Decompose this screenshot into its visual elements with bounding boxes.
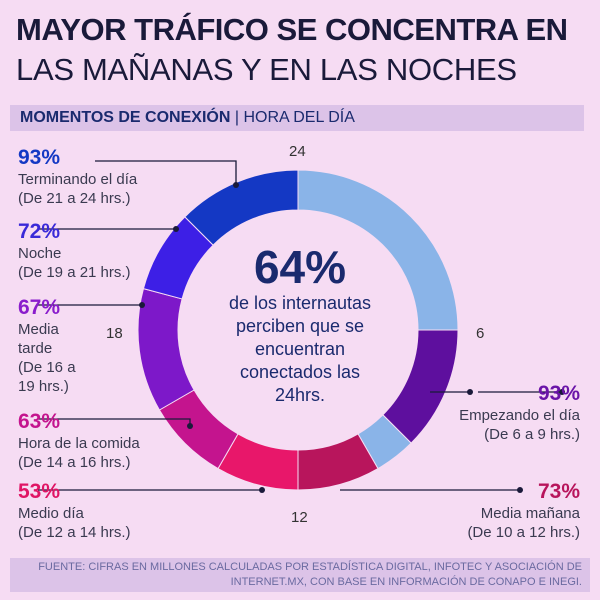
leader-16-19-dot	[139, 302, 145, 308]
label-12-14-desc: Medio día (De 12 a 14 hrs.)	[18, 505, 131, 541]
label-16-19-desc: Media tarde (De 16 a 19 hrs.)	[18, 321, 76, 395]
label-12-14: 53% Medio día (De 12 a 14 hrs.)	[18, 480, 131, 542]
hour-tick-18: 18	[106, 325, 123, 342]
leader-lines	[38, 160, 565, 493]
donut-segment-21-24	[184, 169, 299, 246]
label-21-24-pct: 93%	[18, 146, 61, 169]
leader-21-24	[95, 160, 237, 185]
section-heading-separator: |	[234, 109, 239, 126]
label-14-16: 63% Hora de la comida (De 14 a 16 hrs.)	[18, 410, 140, 472]
label-10-12-desc: Media mañana (De 10 a 12 hrs.)	[467, 505, 580, 541]
leader-14-16-dot	[187, 423, 193, 429]
leader-19-21-dot	[173, 226, 179, 232]
section-band: MOMENTOS DE CONEXIÓN | HORA DEL DÍA	[10, 105, 584, 131]
center-caption: de los internautas perciben que se encue…	[228, 293, 372, 405]
leader-10-12-dot	[517, 487, 523, 493]
source-band: FUENTE: CIFRAS EN MILLONES CALCULADAS PO…	[10, 558, 590, 592]
hour-tick-12: 12	[291, 509, 308, 526]
label-6-9: 93% Empezando el día (De 6 a 9 hrs.)	[459, 382, 580, 444]
section-heading: MOMENTOS DE CONEXIÓN | HORA DEL DÍA	[20, 109, 355, 127]
leader-6-9b-dot	[467, 389, 473, 395]
leader-12-14-dot	[259, 487, 265, 493]
label-10-12-pct: 73%	[537, 480, 580, 503]
label-21-24: 93% Terminando el día (De 21 a 24 hrs.)	[18, 146, 137, 208]
hour-tick-24: 24	[289, 143, 306, 160]
label-14-16-desc: Hora de la comida (De 14 a 16 hrs.)	[18, 435, 140, 471]
label-19-21: 72% Noche (De 19 a 21 hrs.)	[18, 220, 131, 282]
label-19-21-pct: 72%	[18, 220, 61, 243]
section-heading-light: HORA DEL DÍA	[243, 109, 355, 126]
label-6-9-desc: Empezando el día (De 6 a 9 hrs.)	[459, 407, 580, 443]
label-10-12: 73% Media mañana (De 10 a 12 hrs.)	[467, 480, 580, 542]
label-16-19: 67% Media tarde (De 16 a 19 hrs.)	[18, 296, 76, 396]
label-12-14-pct: 53%	[18, 480, 61, 503]
label-19-21-desc: Noche (De 19 a 21 hrs.)	[18, 245, 131, 281]
center-percentage: 64%	[253, 241, 347, 293]
title-line-2: LAS MAÑANAS Y EN LAS NOCHES	[16, 52, 517, 87]
leader-21-24-dot	[233, 182, 239, 188]
label-6-9-pct: 93%	[537, 382, 580, 405]
section-heading-bold: MOMENTOS DE CONEXIÓN	[20, 109, 231, 126]
source-note: FUENTE: CIFRAS EN MILLONES CALCULADAS PO…	[38, 561, 582, 588]
donut-segment-16-19	[137, 287, 195, 411]
donut-segments	[137, 169, 459, 491]
leader-6-9-dot	[559, 389, 565, 395]
label-16-19-pct: 67%	[18, 296, 61, 319]
hour-tick-6: 6	[476, 325, 485, 342]
label-14-16-pct: 63%	[18, 410, 61, 433]
title-line-1: MAYOR TRÁFICO SE CONCENTRA EN	[16, 12, 568, 47]
label-21-24-desc: Terminando el día (De 21 a 24 hrs.)	[18, 171, 138, 207]
